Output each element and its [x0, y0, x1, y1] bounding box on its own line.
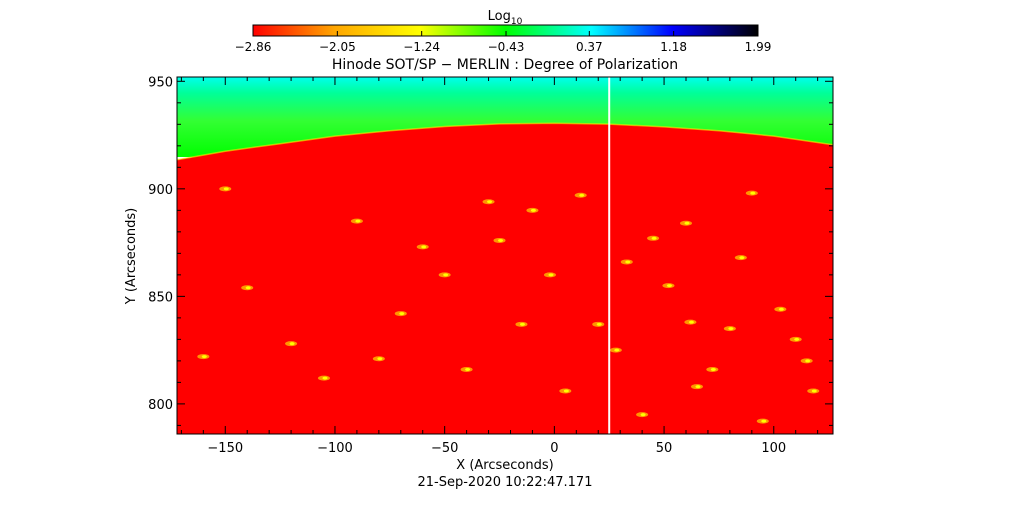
colorbar-ticks: −2.86 −2.05 −1.24 −0.43 0.37 1.18 1.99: [235, 31, 772, 54]
bright-feature-core: [487, 200, 493, 204]
x-axis: −150 −100 −50 0 50 100: [180, 77, 819, 456]
x-tick-label: 100: [761, 441, 786, 456]
solar-disk-region: [177, 123, 833, 434]
x-tick-label: −50: [431, 441, 458, 456]
chart-title: Hinode SOT/SP − MERLIN : Degree of Polar…: [332, 57, 678, 73]
bright-feature-core: [684, 221, 690, 225]
y-tick-label: 850: [148, 290, 173, 305]
bright-feature-core: [761, 419, 767, 423]
bright-feature-core: [519, 322, 525, 326]
bright-feature-core: [421, 245, 427, 249]
colorbar: [252, 24, 759, 37]
image-gap-line: [608, 77, 611, 434]
date-label: 21-Sep-2020 10:22:47.171: [418, 475, 593, 490]
bright-feature-core: [651, 236, 657, 240]
bright-feature-core: [377, 357, 383, 361]
bright-feature-core: [739, 256, 745, 260]
bright-feature-core: [805, 359, 811, 363]
x-tick-label: 0: [550, 441, 558, 456]
y-tick-label: 950: [148, 75, 173, 90]
x-tick-label: −150: [207, 441, 243, 456]
colorbar-label-subscript: 10: [511, 17, 523, 27]
bright-feature-core: [778, 307, 784, 311]
x-tick-label: 50: [656, 441, 673, 456]
bright-features: [197, 186, 820, 424]
colorbar-tick-label: 1.99: [745, 40, 772, 54]
bright-feature-core: [289, 342, 295, 346]
plot-frame: [176, 76, 834, 435]
colorbar-tick-label: 0.37: [576, 40, 603, 54]
bright-feature-core: [245, 286, 251, 290]
bright-feature-core: [695, 385, 701, 389]
bright-feature-core: [355, 219, 361, 223]
bright-feature-core: [579, 193, 585, 197]
bright-feature-core: [640, 413, 646, 417]
bright-feature-core: [614, 348, 620, 352]
solar-limb-edge: [177, 122, 833, 161]
bright-feature-core: [443, 273, 449, 277]
colorbar-label-base: Log: [488, 9, 511, 24]
colorbar-tick-label: −2.05: [319, 40, 356, 54]
bright-feature-core: [399, 312, 405, 316]
bright-feature-core: [625, 260, 631, 264]
bright-feature-core: [666, 284, 672, 288]
bright-feature-core: [688, 320, 694, 324]
bright-feature-core: [201, 355, 207, 359]
bright-feature-core: [596, 322, 602, 326]
y-tick-label: 800: [148, 398, 173, 413]
bright-feature-core: [728, 327, 734, 331]
x-axis-label: X (Arcseconds): [456, 458, 553, 473]
bright-feature-core: [811, 389, 817, 393]
y-axis-label: Y (Arcseconds): [124, 208, 139, 305]
colorbar-tick-label: 1.18: [660, 40, 687, 54]
bright-feature-core: [322, 376, 328, 380]
bright-feature-core: [563, 389, 569, 393]
y-axis: 800 850 900 950: [148, 75, 833, 426]
bright-feature-core: [710, 367, 716, 371]
colorbar-tick-label: −0.43: [488, 40, 525, 54]
bright-feature-core: [223, 187, 229, 191]
colorbar-label: Log10: [488, 9, 523, 27]
y-tick-label: 900: [148, 183, 173, 198]
bright-feature-core: [530, 208, 536, 212]
colorbar-tick-label: −2.86: [235, 40, 272, 54]
bright-feature-core: [465, 367, 471, 371]
x-tick-label: −100: [317, 441, 353, 456]
plot-area: [177, 77, 833, 434]
bright-feature-core: [794, 337, 800, 341]
colorbar-tick-label: −1.24: [403, 40, 440, 54]
bright-feature-core: [750, 191, 756, 195]
bright-feature-core: [498, 238, 504, 242]
bright-feature-core: [548, 273, 554, 277]
